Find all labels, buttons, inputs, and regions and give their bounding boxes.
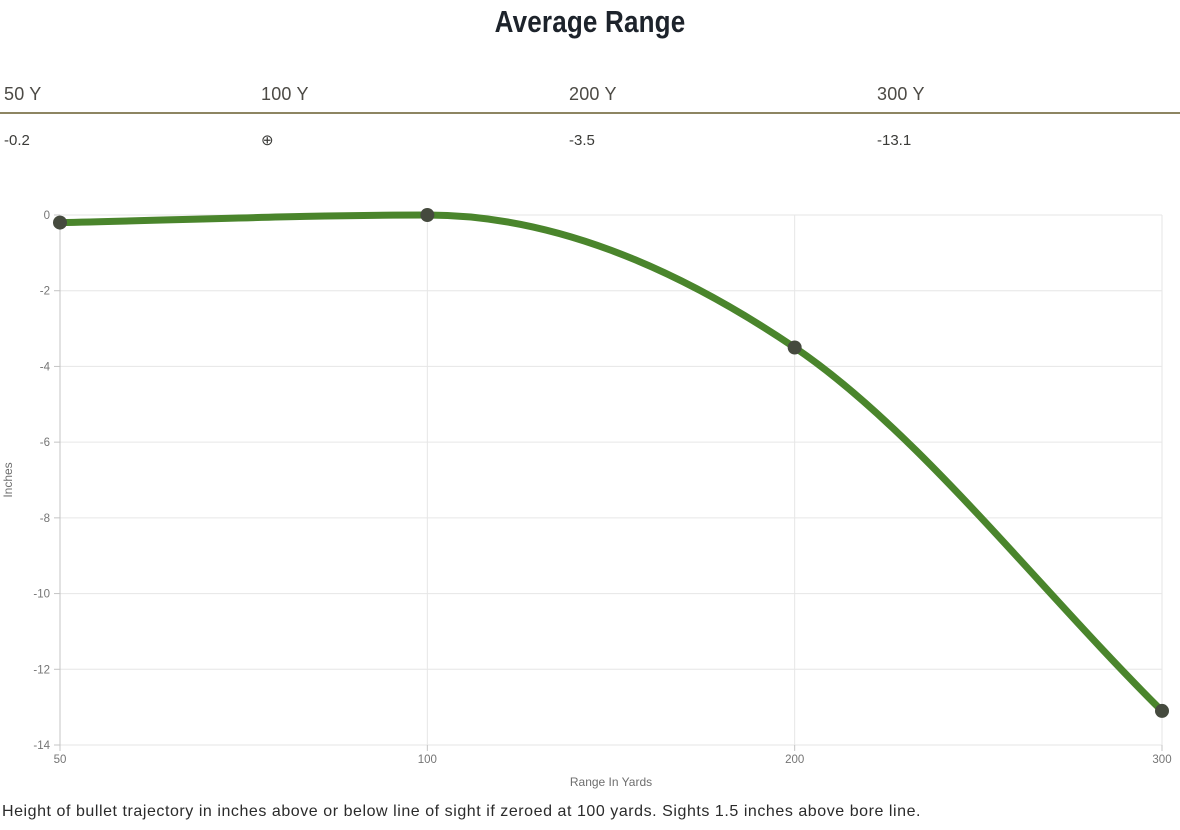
range-header-200y: 200 Y xyxy=(569,84,617,104)
drop-value-300y: -13.1 xyxy=(877,132,912,149)
y-tick-label: -6 xyxy=(40,437,50,449)
y-tick-label: -2 xyxy=(40,286,50,298)
series-layer xyxy=(53,208,1169,718)
data-point[interactable] xyxy=(1155,703,1169,718)
range-header-100y: 100 Y xyxy=(261,84,309,104)
trajectory-chart: 0 -2 -4 -6 -8 -10 -12 -14 50 100 200 300 Inches Ran… xyxy=(1,208,1172,789)
page-title: Average Range xyxy=(494,4,686,39)
data-point[interactable] xyxy=(787,340,802,355)
range-table-header-row: 50 Y 100 Y 200 Y 300 Y xyxy=(0,84,1180,114)
range-table-value-row: -0.2 ⊕ -3.5 -13.1 xyxy=(0,114,1180,151)
y-tick-label: -8 xyxy=(40,513,50,525)
y-tick-label: 0 xyxy=(44,210,50,222)
trajectory-line xyxy=(56,211,1166,715)
x-tick-label: 50 xyxy=(54,754,67,766)
y-tick-label: -10 xyxy=(33,589,50,601)
x-tick-label: 100 xyxy=(418,754,437,766)
y-tick-label: -14 xyxy=(33,740,50,752)
drop-value-200y: -3.5 xyxy=(569,132,595,149)
y-axis-title: Inches xyxy=(1,462,15,497)
x-tick-label: 300 xyxy=(1152,754,1171,766)
range-header-300y: 300 Y xyxy=(877,84,925,104)
range-header-50y: 50 Y xyxy=(4,84,42,104)
data-point[interactable] xyxy=(420,208,435,222)
y-tick-label: -12 xyxy=(33,664,50,676)
y-tick-label: -4 xyxy=(40,361,51,373)
drop-value-50y: -0.2 xyxy=(4,132,30,149)
label-layer: 0 -2 -4 -6 -8 -10 -12 -14 50 100 200 300 xyxy=(33,210,1171,766)
trajectory-chart-container: 0 -2 -4 -6 -8 -10 -12 -14 50 100 200 300 Inches Ran… xyxy=(0,195,1180,795)
grid-layer xyxy=(54,214,1163,751)
data-point[interactable] xyxy=(53,215,67,230)
x-axis-title: Range In Yards xyxy=(570,775,652,789)
x-tick-label: 200 xyxy=(785,754,804,766)
range-summary-table: 50 Y 100 Y 200 Y 300 Y -0.2 ⊕ -3.5 -13.1 xyxy=(0,84,1180,151)
crosshair-icon: ⊕ xyxy=(261,132,274,149)
chart-footnote: Height of bullet trajectory in inches ab… xyxy=(2,803,922,820)
